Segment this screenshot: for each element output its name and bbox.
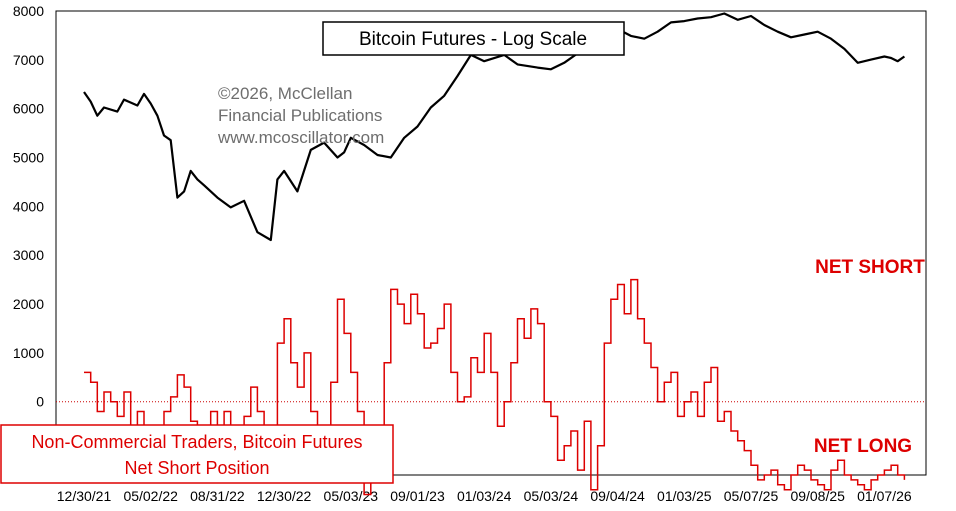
y-tick-label: 5000 [13,150,44,166]
legend-box: Non-Commercial Traders, Bitcoin Futures … [0,424,394,484]
y-tick-label: 2000 [13,296,44,312]
x-tick-label: 01/03/25 [657,488,712,504]
x-tick-label: 01/07/26 [857,488,912,504]
x-tick-label: 12/30/21 [57,488,112,504]
y-tick-label: 7000 [13,52,44,68]
y-tick-label: 0 [36,394,44,410]
price-series-line [83,12,906,242]
x-tick-label: 09/04/24 [590,488,645,504]
credit-line-3: www.mcoscillator.com [217,128,384,147]
y-tick-label: 4000 [13,198,44,214]
net-short-annotation: NET SHORT [815,257,925,278]
x-tick-label: 05/03/24 [524,488,579,504]
plot-frame [55,10,927,476]
legend-line-2: Net Short Position [124,458,269,478]
net-long-annotation: NET LONG [814,436,912,457]
legend-line-1: Non-Commercial Traders, Bitcoin Futures [31,432,362,452]
x-tick-label: 09/01/23 [390,488,445,504]
y-tick-label: 8000 [13,3,44,19]
chart-title: Bitcoin Futures - Log Scale [359,29,587,50]
y-tick-label: 1000 [13,345,44,361]
y-tick-label: 6000 [13,101,44,117]
credit-line-1: ©2026, McClellan [218,84,352,103]
x-tick-label: 12/30/22 [257,488,312,504]
y-tick-label: 3000 [13,247,44,263]
x-tick-label: 09/08/25 [790,488,845,504]
x-tick-label: 05/02/22 [123,488,178,504]
x-tick-label: 08/31/22 [190,488,245,504]
x-tick-label: 05/07/25 [724,488,779,504]
x-axis-ticks: 12/30/21 05/02/22 08/31/22 12/30/22 05/03/23… [57,488,912,504]
x-tick-label: 01/03/24 [457,488,512,504]
chart-title-box: Bitcoin Futures - Log Scale [322,21,625,56]
credit-line-2: Financial Publications [218,106,382,125]
credit-block: ©2026, McClellan Financial Publications … [217,84,384,147]
